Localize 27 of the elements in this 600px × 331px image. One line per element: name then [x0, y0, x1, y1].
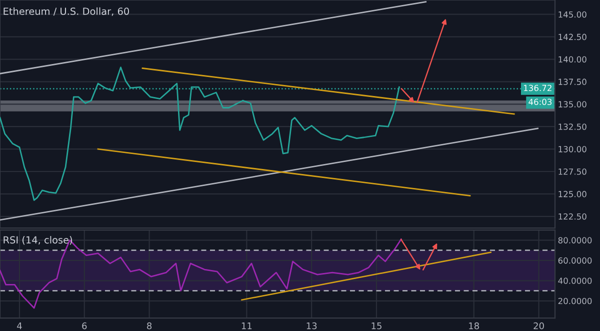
text: RSI (14, close) [4, 236, 72, 245]
y-tick-label: 132.50 [558, 124, 586, 130]
y-tick-label: 80.0000 [558, 237, 592, 244]
x-tick-label: 4 [17, 322, 22, 330]
y-tick-label: 130.00 [558, 146, 586, 152]
y-tick-label: 137.50 [558, 78, 586, 85]
x-tick-label: 11 [242, 322, 252, 330]
y-tick-label: 135.00 [558, 101, 586, 108]
line-series [0, 238, 402, 309]
ref-line-label: 136.72 [524, 84, 552, 92]
x-tick-label: 8 [147, 322, 152, 330]
x-tick-label: 6 [82, 322, 87, 330]
y-tick-label: 142.50 [558, 34, 586, 40]
y-tick-label: 140.00 [558, 56, 586, 63]
y-tick-label: 20.0000 [558, 298, 592, 304]
y-tick-label: 40.0000 [558, 278, 592, 284]
annotation: 46:03 [528, 98, 552, 106]
x-tick-label: 18 [469, 322, 479, 330]
y-tick-label: 145.00 [558, 11, 586, 18]
x-tick-label: 13 [306, 322, 317, 330]
text: Ethereum / U.S. Dollar, 60 [4, 7, 129, 16]
y-tick-label: 125.00 [558, 190, 586, 198]
y-tick-label: 127.50 [558, 168, 586, 175]
y-tick-label: 122.50 [558, 213, 586, 220]
x-tick-label: 20 [534, 322, 544, 330]
x-tick-label: 15 [372, 322, 382, 330]
y-tick-label: 60.0000 [558, 257, 592, 264]
